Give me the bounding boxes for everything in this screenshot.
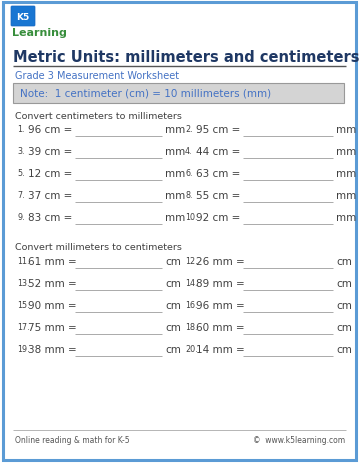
Text: 18.: 18. [185, 322, 197, 332]
Text: K5: K5 [17, 13, 30, 21]
Text: 39 cm =: 39 cm = [28, 147, 73, 156]
Text: Learning: Learning [12, 28, 67, 38]
Text: 16.: 16. [185, 300, 197, 309]
Text: 2.: 2. [185, 125, 193, 134]
Text: 90 mm =: 90 mm = [28, 300, 76, 310]
Text: ©  www.k5learning.com: © www.k5learning.com [253, 435, 345, 444]
Text: 38 mm =: 38 mm = [28, 344, 77, 354]
Text: 9.: 9. [17, 213, 25, 221]
Text: mm: mm [336, 169, 356, 179]
Text: cm: cm [336, 278, 352, 288]
Text: 13.: 13. [17, 278, 29, 288]
Text: 15.: 15. [17, 300, 30, 309]
Text: cm: cm [165, 344, 181, 354]
Text: 96 cm =: 96 cm = [28, 125, 73, 135]
Text: Convert millimeters to centimeters: Convert millimeters to centimeters [15, 243, 182, 251]
Text: 12.: 12. [185, 257, 197, 265]
Text: 20.: 20. [185, 344, 197, 353]
Text: 14.: 14. [185, 278, 197, 288]
Text: 8.: 8. [185, 191, 192, 200]
Text: mm: mm [336, 213, 356, 223]
FancyBboxPatch shape [3, 3, 356, 460]
Text: mm: mm [336, 191, 356, 200]
Text: mm: mm [336, 147, 356, 156]
Text: 75 mm =: 75 mm = [28, 322, 77, 332]
Text: 95 cm =: 95 cm = [196, 125, 241, 135]
Text: Grade 3 Measurement Worksheet: Grade 3 Measurement Worksheet [15, 71, 179, 81]
Text: 52 mm =: 52 mm = [28, 278, 77, 288]
Text: 4.: 4. [185, 147, 192, 156]
Text: mm: mm [165, 125, 185, 135]
Text: Convert centimeters to millimeters: Convert centimeters to millimeters [15, 112, 182, 121]
Text: mm: mm [165, 169, 185, 179]
Text: mm: mm [165, 147, 185, 156]
Text: 19.: 19. [17, 344, 30, 353]
Text: mm: mm [165, 191, 185, 200]
Text: cm: cm [336, 322, 352, 332]
Text: 37 cm =: 37 cm = [28, 191, 73, 200]
FancyBboxPatch shape [13, 84, 344, 104]
Text: 63 cm =: 63 cm = [196, 169, 241, 179]
Text: 3.: 3. [17, 147, 24, 156]
Text: 26 mm =: 26 mm = [196, 257, 245, 266]
Text: Note:  1 centimeter (cm) = 10 millimeters (mm): Note: 1 centimeter (cm) = 10 millimeters… [20, 89, 271, 99]
Text: 14 mm =: 14 mm = [196, 344, 245, 354]
Text: Online reading & math for K-5: Online reading & math for K-5 [15, 435, 130, 444]
Text: 61 mm =: 61 mm = [28, 257, 77, 266]
Text: 55 cm =: 55 cm = [196, 191, 241, 200]
Text: 11.: 11. [17, 257, 29, 265]
Text: 89 mm =: 89 mm = [196, 278, 245, 288]
Text: 10.: 10. [185, 213, 197, 221]
Text: mm: mm [165, 213, 185, 223]
Text: mm: mm [336, 125, 356, 135]
Text: 96 mm =: 96 mm = [196, 300, 245, 310]
Text: 92 cm =: 92 cm = [196, 213, 241, 223]
Text: 12 cm =: 12 cm = [28, 169, 73, 179]
Text: cm: cm [165, 300, 181, 310]
Text: cm: cm [336, 300, 352, 310]
Text: cm: cm [165, 257, 181, 266]
Text: cm: cm [336, 344, 352, 354]
FancyBboxPatch shape [11, 7, 35, 27]
Text: 6.: 6. [185, 169, 192, 178]
Text: 44 cm =: 44 cm = [196, 147, 241, 156]
Text: 7.: 7. [17, 191, 25, 200]
Text: 5.: 5. [17, 169, 25, 178]
Text: 60 mm =: 60 mm = [196, 322, 244, 332]
Text: 17.: 17. [17, 322, 30, 332]
Text: cm: cm [165, 278, 181, 288]
Text: cm: cm [165, 322, 181, 332]
Text: cm: cm [336, 257, 352, 266]
Text: Metric Units: millimeters and centimeters: Metric Units: millimeters and centimeter… [13, 50, 359, 65]
Text: 1.: 1. [17, 125, 24, 134]
Text: 83 cm =: 83 cm = [28, 213, 73, 223]
